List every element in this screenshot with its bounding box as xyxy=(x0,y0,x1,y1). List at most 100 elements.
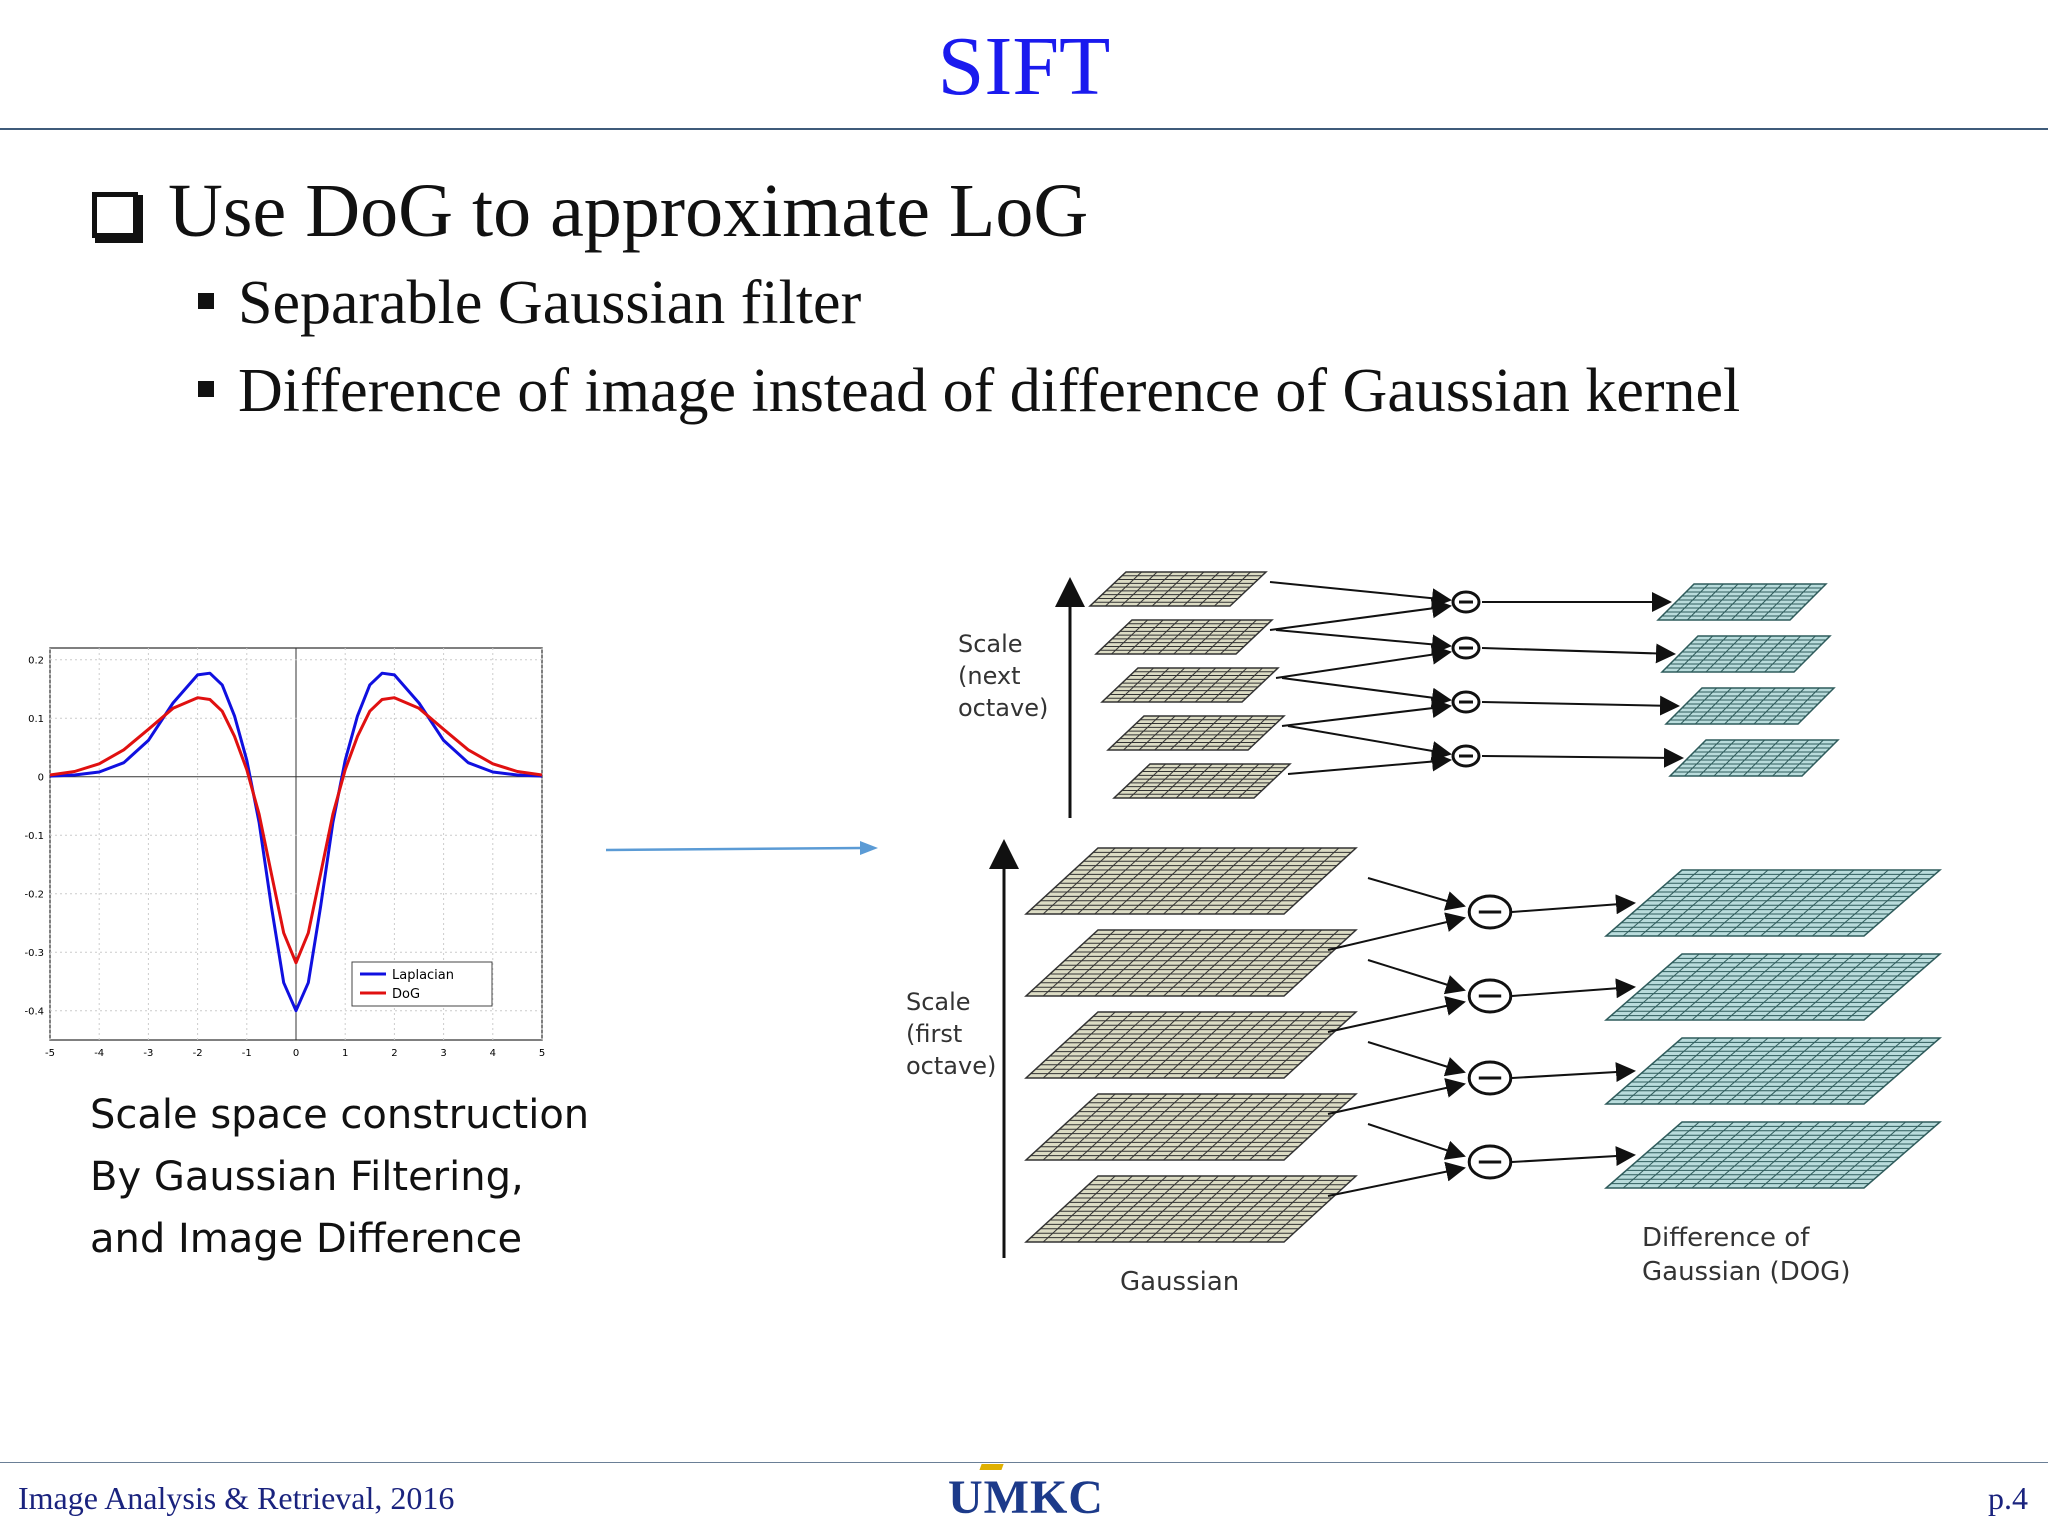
scale-next-label: (next xyxy=(958,662,1021,690)
flow-arrow xyxy=(1281,677,1452,708)
scale-first-label: (first xyxy=(906,1020,962,1048)
series-line-dog xyxy=(49,696,543,965)
flow-arrow xyxy=(1287,725,1452,761)
x-tick-label: -3 xyxy=(143,1048,153,1059)
flow-arrow xyxy=(1481,747,1684,768)
chart-legend: Laplacian DoG xyxy=(351,961,493,1007)
minus-node-next-1 xyxy=(1451,636,1481,660)
flow-arrow xyxy=(1275,644,1452,679)
flow-arrow xyxy=(1511,978,1636,999)
dog-pyramid-diagram: Scale (next octave) Scale (first octave)… xyxy=(906,571,1943,1297)
scale-first-label: octave) xyxy=(906,1052,996,1080)
y-tick-label: -0.3 xyxy=(24,948,44,959)
sub-bullet-text: Separable Gaussian filter xyxy=(238,269,862,337)
dog-plane-first-1 xyxy=(1603,953,1943,1021)
caption-line: Scale space construction xyxy=(90,1092,590,1138)
flow-arrow xyxy=(1269,581,1452,609)
dog-plane-next-2 xyxy=(1664,687,1836,725)
flow-arrow xyxy=(1281,698,1452,727)
scale-next-label: octave) xyxy=(958,694,1048,722)
umkc-logo: UMKC xyxy=(948,1464,1104,1525)
y-tick-label: 0.2 xyxy=(28,656,44,667)
x-tick-label: -2 xyxy=(193,1048,203,1059)
x-tick-label: 5 xyxy=(539,1048,545,1059)
chart-lines xyxy=(49,671,543,1013)
flow-arrow xyxy=(1511,894,1636,915)
flow-arrow xyxy=(1367,959,1466,995)
minus-node-first-2 xyxy=(1467,1060,1513,1096)
gaussian-plane-next-1 xyxy=(1094,619,1274,655)
sub-bullet-1: Separable Gaussian filter xyxy=(198,268,861,339)
dog-plane-next-0 xyxy=(1656,583,1828,621)
flow-arrow xyxy=(1275,629,1452,655)
x-tick-label: -4 xyxy=(94,1048,104,1059)
gaussian-plane-next-3 xyxy=(1106,715,1286,751)
main-bullet: Use DoG to approximate LoG xyxy=(92,168,1088,255)
flow-arrow xyxy=(1481,643,1676,664)
log-dog-chart: -5 -4 -3 -2 -1 0 1 2 3 4 50.20.10-0.1-0.2-0.3-0.4 … xyxy=(24,647,545,1059)
dog-label: Gaussian (DOG) xyxy=(1642,1257,1850,1287)
flow-arrow xyxy=(1511,1146,1636,1167)
legend-label-dog: DoG xyxy=(392,987,420,1002)
gaussian-plane-first-1 xyxy=(1024,929,1358,997)
minus-node-first-1 xyxy=(1467,978,1513,1014)
x-tick-label: -1 xyxy=(242,1048,252,1059)
main-bullet-text: Use DoG to approximate LoG xyxy=(168,169,1089,253)
y-tick-label: -0.4 xyxy=(24,1007,44,1018)
y-tick-label: 0.1 xyxy=(28,714,44,725)
square-bullet-icon xyxy=(198,293,214,309)
gaussian-plane-first-3 xyxy=(1024,1093,1358,1161)
footer-divider xyxy=(0,1462,2048,1463)
checkbox-bullet-icon xyxy=(92,192,143,243)
minus-node-first-3 xyxy=(1467,1144,1513,1180)
dog-plane-next-1 xyxy=(1660,635,1832,673)
flow-arrow xyxy=(1287,751,1452,775)
x-tick-label: 0 xyxy=(293,1048,299,1059)
flow-arrow xyxy=(1327,1161,1466,1197)
minus-node-first-0 xyxy=(1467,894,1513,930)
gaussian-plane-first-2 xyxy=(1024,1011,1358,1079)
dog-plane-first-2 xyxy=(1603,1037,1943,1105)
title-divider xyxy=(0,128,2048,130)
minus-node-next-3 xyxy=(1451,744,1481,768)
sub-bullet-2: Difference of image instead of differenc… xyxy=(198,356,1740,427)
connector-arrow-icon xyxy=(605,841,878,855)
legend-label-laplacian: Laplacian xyxy=(392,968,454,983)
dog-label: Difference of xyxy=(1642,1223,1810,1253)
y-tick-label: -0.1 xyxy=(24,831,44,842)
gaussian-plane-next-2 xyxy=(1100,667,1280,703)
flow-arrow xyxy=(1367,877,1466,911)
y-tick-label: 0 xyxy=(38,773,44,784)
flow-arrow xyxy=(1327,996,1466,1033)
dog-plane-first-3 xyxy=(1603,1121,1943,1189)
chart-grid xyxy=(49,648,543,1040)
x-tick-label: 4 xyxy=(490,1048,496,1059)
sub-bullet-text: Difference of image instead of differenc… xyxy=(238,357,1741,425)
slide-title: SIFT xyxy=(937,20,1111,113)
y-tick-label: -0.2 xyxy=(24,890,44,901)
flow-arrow xyxy=(1481,695,1680,716)
page-number: p.4 xyxy=(1988,1480,2028,1516)
caption-line: By Gaussian Filtering, xyxy=(90,1154,524,1200)
scale-first-label: Scale xyxy=(906,988,971,1016)
gaussian-plane-first-0 xyxy=(1024,847,1358,915)
flow-arrow xyxy=(1327,912,1466,951)
flow-arrow xyxy=(1269,598,1452,631)
gaussian-label: Gaussian xyxy=(1120,1267,1239,1297)
x-tick-label: 1 xyxy=(342,1048,348,1059)
gaussian-plane-first-4 xyxy=(1024,1175,1358,1243)
footer-course: Image Analysis & Retrieval, 2016 xyxy=(18,1480,455,1516)
dog-plane-next-3 xyxy=(1668,739,1840,777)
minus-node-next-0 xyxy=(1451,590,1481,614)
flow-arrow xyxy=(1367,1041,1466,1077)
minus-node-next-2 xyxy=(1451,690,1481,714)
square-bullet-icon xyxy=(198,381,214,397)
flow-arrow xyxy=(1327,1078,1466,1115)
chart-ticks: -5 -4 -3 -2 -1 0 1 2 3 4 5 0.2 0.1 0 -0.1 -0.2 -0.3 -0.4 xyxy=(24,656,545,1059)
x-tick-label: 3 xyxy=(440,1048,446,1059)
caption-line: and Image Difference xyxy=(90,1216,523,1262)
gaussian-plane-next-4 xyxy=(1112,763,1292,799)
x-tick-label: -5 xyxy=(45,1048,55,1059)
flow-arrow xyxy=(1367,1123,1466,1160)
caption: Scale space construction By Gaussian Fil… xyxy=(90,1084,589,1270)
